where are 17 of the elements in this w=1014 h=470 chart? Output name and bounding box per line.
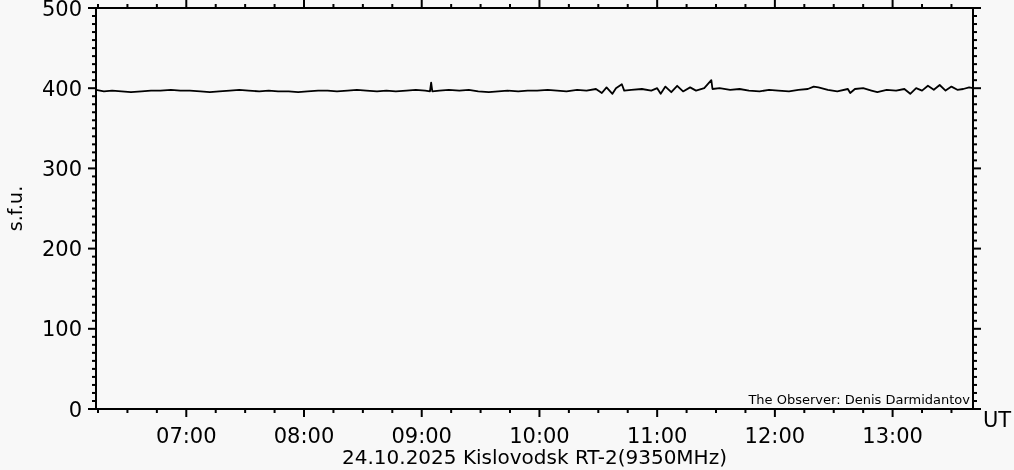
y-tick-label: 500 [41, 0, 82, 21]
x-tick-label: 08:00 [273, 424, 335, 448]
x-tick-label: 09:00 [391, 424, 452, 448]
x-axis-title: UT [983, 408, 1012, 432]
y-tick-label: 200 [41, 237, 82, 262]
x-tick-label: 07:00 [156, 424, 217, 448]
x-tick-label: 13:00 [862, 424, 923, 448]
x-tick-label: 12:00 [744, 424, 806, 448]
y-tick-label: 300 [41, 156, 82, 181]
x-tick-label: 10:00 [509, 424, 570, 448]
annotation: The Observer: Denis Darmidantov [747, 392, 971, 407]
y-tick-label: 100 [41, 317, 82, 342]
y-tick-label: 0 [68, 397, 82, 422]
y-tick-label: 400 [41, 76, 82, 101]
text: 24.10.2025 Kislovodsk RT-2(9350MHz) [342, 445, 727, 469]
x-tick-label: 11:00 [626, 424, 688, 448]
y-axis-title: s.f.u. [4, 185, 26, 232]
